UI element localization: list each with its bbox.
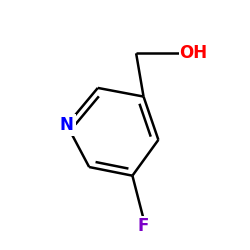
Text: F: F — [138, 217, 149, 235]
Text: N: N — [60, 116, 74, 134]
Text: OH: OH — [180, 44, 208, 62]
